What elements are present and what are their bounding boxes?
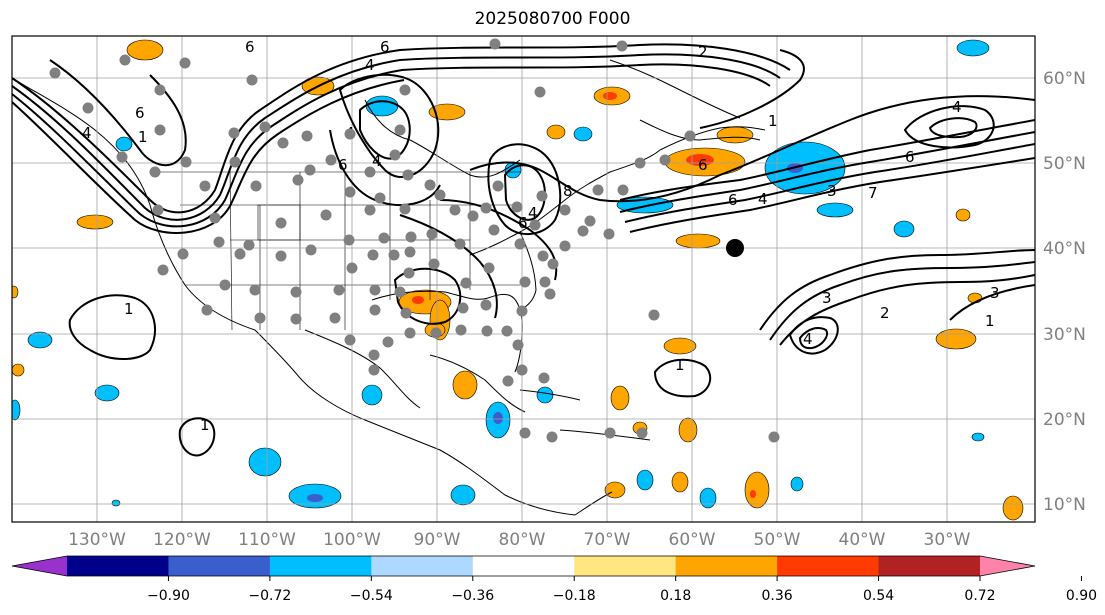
contour-label: 4 — [372, 152, 382, 170]
map-frame — [11, 35, 1036, 523]
colorbar-tick-label: 0.90 — [1066, 588, 1097, 604]
station-markers — [49, 38, 780, 443]
contour-label: 6 — [728, 191, 738, 209]
lon-label: 50°W — [754, 530, 801, 550]
contour-label: 6 — [380, 38, 390, 56]
contour-label: 1 — [138, 128, 148, 146]
contour-label: 4 — [758, 190, 768, 208]
colorbar-tick-label: 0.72 — [964, 588, 995, 604]
contour-label: 1 — [200, 416, 210, 434]
colorbar-tick-label: 0.36 — [762, 588, 793, 604]
lon-label: 100°W — [323, 530, 381, 550]
lon-label: 90°W — [414, 530, 461, 550]
contour-label: 1 — [985, 312, 995, 330]
anomaly-shading — [12, 39, 1024, 521]
contour-label: 6 — [245, 38, 255, 56]
contour-label: 6 — [338, 156, 348, 174]
contour-label: 4 — [952, 98, 962, 116]
contour-label: 4 — [803, 330, 813, 348]
latitude-labels: 60°N 50°N 40°N 30°N 20°N 10°N — [1043, 69, 1086, 515]
colorbar-tick-label: −0.72 — [248, 588, 291, 604]
longitude-labels: 130°W 120°W 110°W 100°W 90°W 80°W 70°W 6… — [68, 530, 971, 550]
lon-label: 130°W — [68, 530, 126, 550]
contour-label: 2 — [698, 43, 708, 61]
colorbar-tick-label: −0.54 — [350, 588, 393, 604]
colorbar-segment — [777, 556, 880, 576]
map-title: 2025080700 F000 — [474, 9, 631, 29]
graticule — [12, 36, 1035, 522]
colorbar-segment — [574, 556, 677, 576]
colorbar-segment — [675, 556, 778, 576]
colorbar-tick-label: −0.18 — [553, 588, 596, 604]
contour-lines — [12, 43, 1035, 457]
lon-label: 110°W — [238, 530, 296, 550]
contour-label: 4 — [528, 204, 538, 222]
lon-label: 30°W — [924, 530, 971, 550]
lat-label: 20°N — [1043, 410, 1086, 430]
contour-label: 4 — [82, 124, 92, 142]
colorbar-outline — [11, 555, 1036, 577]
lon-label: 40°W — [839, 530, 886, 550]
colorbar: −0.90 −0.72 −0.54 −0.36 −0.18 0.18 0.36 0.54 0.7… — [11, 555, 1097, 604]
colorbar-extend-low — [12, 556, 67, 576]
contour-label: 6 — [518, 214, 528, 232]
lat-label: 10°N — [1043, 495, 1086, 515]
colorbar-segment — [371, 556, 474, 576]
lon-label: 70°W — [584, 530, 631, 550]
colorbar-tick-label: 0.18 — [660, 588, 691, 604]
contour-label: 6 — [698, 156, 708, 174]
colorbar-segment — [168, 556, 271, 576]
colorbar-segment — [472, 556, 575, 576]
contour-label: 8 — [563, 182, 573, 200]
contour-label: 1 — [675, 356, 685, 374]
contour-label: 3 — [827, 182, 837, 200]
colorbar-tick-label: 0.54 — [863, 588, 894, 604]
reference-point-marker — [726, 239, 744, 257]
lat-label: 50°N — [1043, 154, 1086, 174]
colorbar-extend-high — [980, 556, 1035, 576]
contour-label: 1 — [124, 300, 134, 318]
lat-label: 40°N — [1043, 239, 1086, 259]
lon-label: 80°W — [499, 530, 546, 550]
lat-label: 60°N — [1043, 69, 1086, 89]
colorbar-tick-label: −0.90 — [147, 588, 190, 604]
contour-label: 4 — [365, 56, 375, 74]
colorbar-segment — [878, 556, 981, 576]
contour-label: 6 — [135, 104, 145, 122]
colorbar-segment — [67, 556, 169, 576]
coastlines — [12, 59, 766, 516]
colorbar-segment — [269, 556, 372, 576]
lon-label: 120°W — [153, 530, 211, 550]
lat-label: 30°N — [1043, 325, 1086, 345]
contour-label: 2 — [880, 304, 890, 322]
contour-label: 3 — [822, 289, 832, 307]
contour-label: 1 — [768, 112, 778, 130]
contour-label: 7 — [868, 184, 878, 202]
colorbar-tick-label: −0.36 — [451, 588, 494, 604]
contour-label: 6 — [905, 148, 915, 166]
lon-label: 60°W — [669, 530, 716, 550]
contour-label: 3 — [990, 284, 1000, 302]
